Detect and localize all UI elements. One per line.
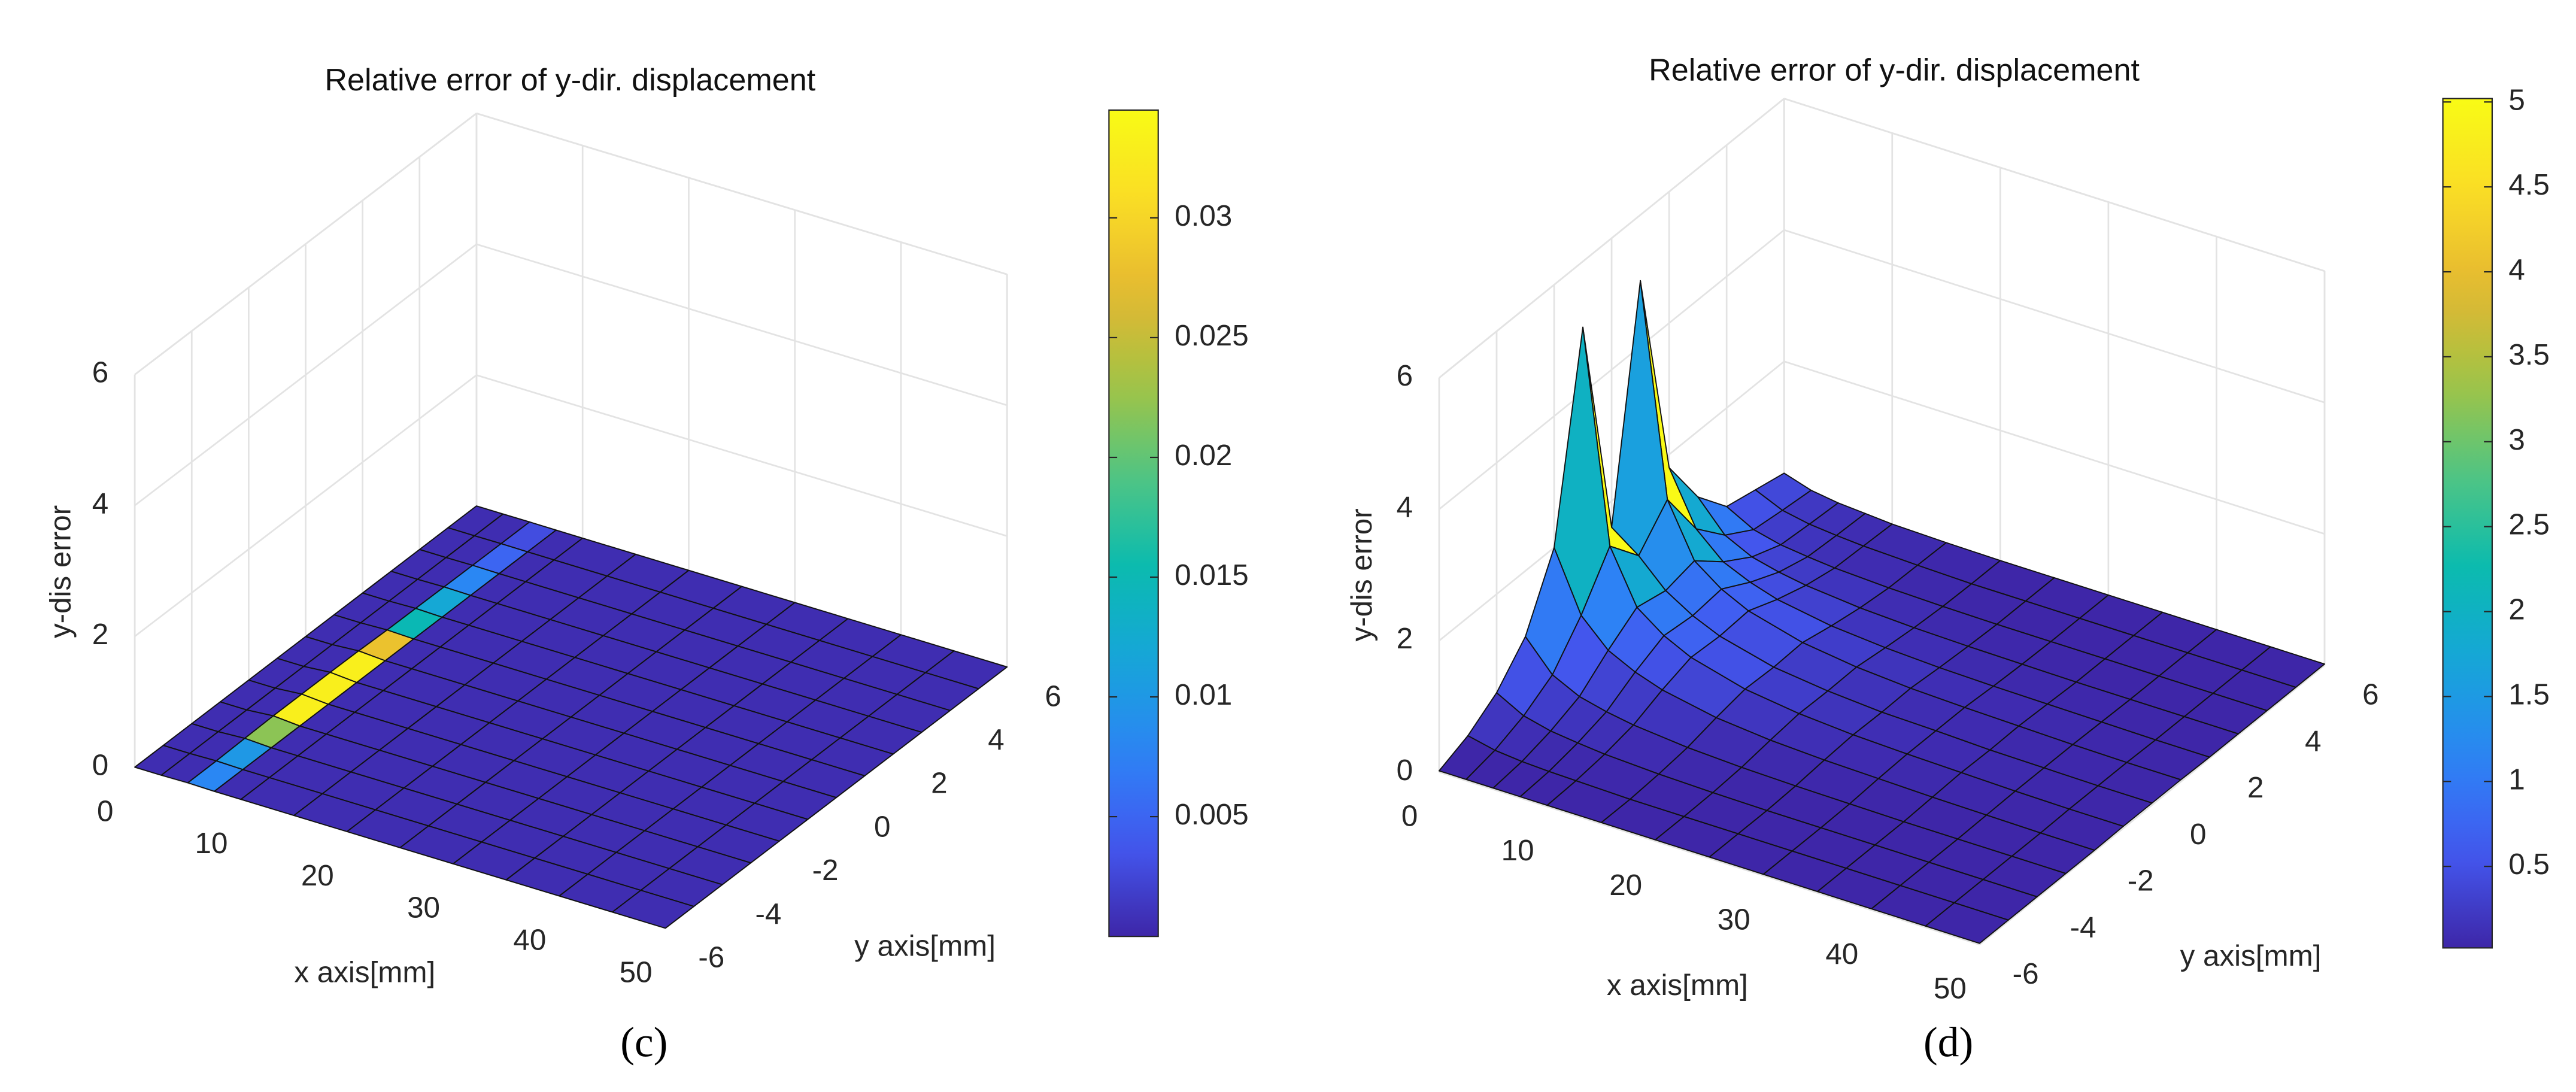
- x-axis-label: x axis[mm]: [1607, 969, 1748, 1002]
- colorbar-tick-label: 0.025: [1175, 319, 1249, 352]
- panel-label: (c): [620, 1018, 667, 1066]
- y-tick-label: 6: [2362, 678, 2378, 711]
- y-axis-label: y axis[mm]: [2180, 939, 2322, 972]
- colorbar: [1108, 109, 1159, 938]
- colorbar-tick-label: 0.02: [1175, 439, 1232, 472]
- panel-label: (d): [1923, 1018, 1973, 1066]
- grid-line: [1979, 665, 2325, 945]
- grid-line: [476, 374, 1008, 537]
- colorbar-tick-label: 2.5: [2508, 508, 2550, 541]
- z-tick-label: 0: [1397, 754, 1413, 787]
- colorbar: [2442, 98, 2493, 949]
- z-tick-label: 0: [92, 749, 108, 782]
- z-axis-label: y-dis error: [44, 505, 77, 638]
- x-tick-label: 20: [1609, 869, 1642, 902]
- grid-line: [1783, 229, 2325, 404]
- y-tick-label: 6: [1045, 680, 1061, 712]
- surface-plot: 0 2 4 6 0 10 20 30 40 50 -6 -4 -2 0 2 4 6 Relative error …: [1345, 53, 2550, 1066]
- x-tick-label: 30: [1718, 903, 1750, 936]
- colorbar-tick-label: 4.5: [2508, 168, 2550, 201]
- x-axis-label: x axis[mm]: [294, 956, 435, 988]
- chart-title: Relative error of y-dir. displacement: [324, 63, 815, 98]
- grid-line: [476, 113, 1008, 275]
- y-tick-label: -6: [2013, 957, 2039, 990]
- x-tick-label: 20: [301, 859, 334, 892]
- surface-face: [1925, 902, 2009, 944]
- colorbar-tick-label: 3: [2508, 423, 2525, 456]
- colorbar-tick-label: 4: [2508, 253, 2525, 286]
- colorbar-tick-label: 0.03: [1175, 199, 1232, 232]
- colorbar-tick-label: 0.5: [2508, 848, 2550, 881]
- x-tick-label: 40: [1825, 938, 1858, 970]
- y-tick-label: -2: [2128, 864, 2154, 897]
- colorbar-tick-label: 0.01: [1175, 678, 1232, 711]
- y-tick-label: 2: [931, 767, 947, 800]
- z-tick-label: 6: [1397, 359, 1413, 392]
- x-tick-label: 40: [513, 924, 546, 957]
- x-tick-label: 0: [97, 794, 113, 827]
- z-tick-label: 2: [92, 618, 108, 651]
- x-tick-label: 50: [1934, 972, 1967, 1005]
- y-axis-label: y axis[mm]: [854, 929, 996, 962]
- y-tick-label: -6: [698, 941, 724, 974]
- colorbar-tick-label: 0.005: [1175, 798, 1249, 831]
- surface-plot: 0 2 4 6 0 10 20 30 40 50 -6 -4 -2 0 2 4 6 Relative error …: [44, 63, 1248, 1066]
- surface-face: [611, 890, 695, 929]
- z-tick-label: 4: [1397, 491, 1413, 524]
- grid-line: [1783, 360, 2325, 535]
- y-tick-label: -4: [2070, 911, 2096, 944]
- z-axis-label: y-dis error: [1345, 508, 1378, 641]
- x-tick-label: 10: [1501, 834, 1534, 867]
- y-tick-label: 4: [2305, 724, 2321, 757]
- z-tick-label: 2: [1397, 622, 1413, 655]
- colorbar-tick-label: 5: [2508, 83, 2525, 116]
- x-tick-label: 50: [620, 956, 653, 988]
- x-tick-label: 10: [195, 827, 228, 860]
- z-tick-label: 4: [92, 487, 108, 520]
- y-tick-label: 0: [874, 810, 890, 843]
- y-tick-label: -2: [812, 854, 839, 887]
- y-tick-label: 4: [988, 723, 1004, 756]
- colorbar-tick-label: 3.5: [2508, 338, 2550, 371]
- x-tick-label: 30: [407, 891, 440, 924]
- grid-line: [1783, 98, 2325, 272]
- x-tick-label: 0: [1401, 800, 1418, 833]
- grid-line: [1439, 771, 1980, 946]
- z-tick-label: 6: [92, 356, 108, 389]
- colorbar-tick-label: 1.5: [2508, 678, 2550, 711]
- colorbar-tick-label: 2: [2508, 593, 2525, 626]
- y-tick-label: 2: [2247, 771, 2264, 804]
- grid-line: [476, 243, 1008, 407]
- colorbar-tick-label: 0.015: [1175, 559, 1249, 592]
- y-tick-label: 0: [2190, 818, 2206, 851]
- chart-title: Relative error of y-dir. displacement: [1649, 53, 2140, 88]
- colorbar-tick-label: 1: [2508, 763, 2525, 796]
- y-tick-label: -4: [755, 897, 781, 930]
